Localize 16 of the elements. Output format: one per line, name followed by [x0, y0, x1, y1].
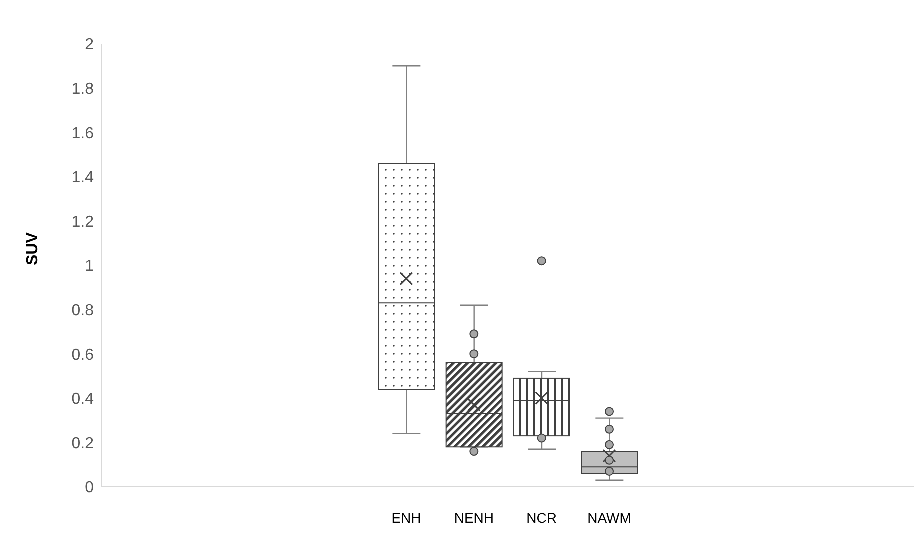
y-tick-label: 1.4 [72, 170, 94, 187]
y-tick-label: 1.6 [72, 125, 94, 142]
y-axis-title: SUV [24, 232, 42, 266]
x-tick-label: NCR [526, 510, 558, 526]
y-tick-label: 0.8 [72, 302, 94, 320]
y-tick-label: 1 [85, 258, 94, 276]
y-tick-label: 1.2 [72, 214, 94, 231]
y-tick-label: 0 [85, 480, 94, 497]
y-tick-label: 2 [85, 36, 94, 54]
x-tick-label: NAWM [588, 510, 632, 526]
x-tick-label: NENH [454, 510, 494, 526]
x-tick-label: ENH [392, 510, 422, 526]
y-tick-label: 0.4 [72, 391, 94, 408]
y-tick-label: 1.8 [72, 80, 94, 98]
y-tick-label: 0.6 [72, 346, 94, 364]
y-tick-label: 0.2 [72, 435, 94, 452]
